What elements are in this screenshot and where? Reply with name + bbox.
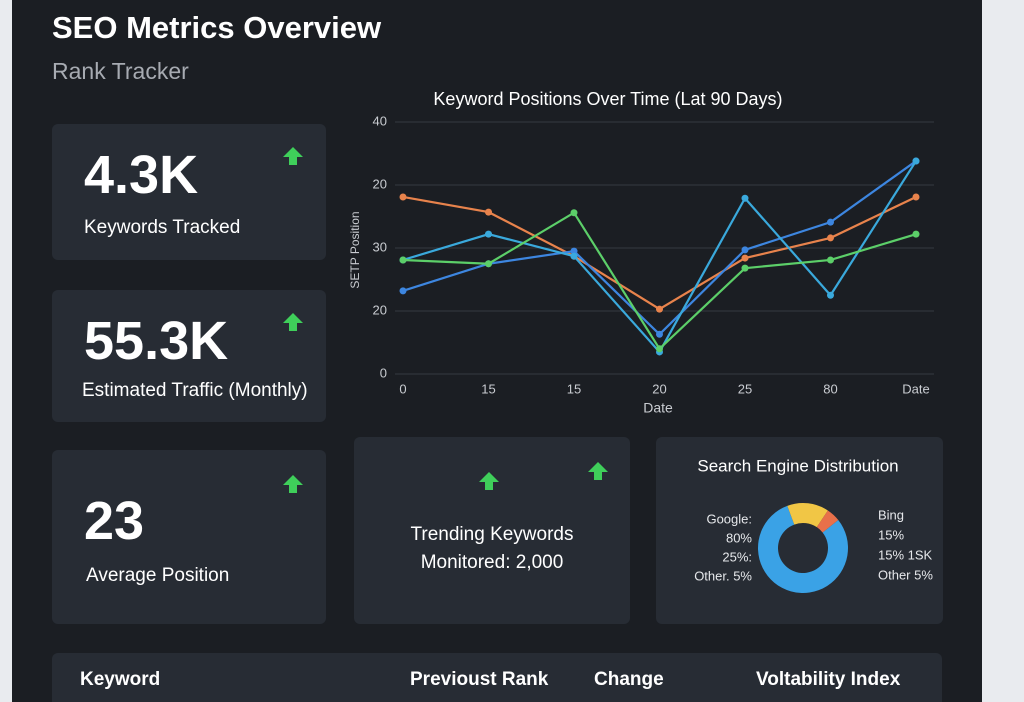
up-arrow <box>588 462 608 480</box>
up-arrow <box>283 475 303 493</box>
kpi-card: 23 Average Position <box>52 450 326 624</box>
trending-card: Trending Keywords Monitored: 2,000 <box>354 437 630 624</box>
kpi-card: 55.3K Estimated Traffic (Monthly) <box>52 290 326 422</box>
column-header: Change <box>594 669 664 690</box>
trending-line: Trending Keywords <box>410 524 574 545</box>
column-header: Keyword <box>80 669 161 690</box>
up-arrow <box>479 472 499 490</box>
column-header: Voltability Index <box>756 669 901 690</box>
kpi-card: 4.3K Keywords Tracked <box>52 124 326 260</box>
kpi-label: Keywords Tracked <box>84 217 241 238</box>
kpi-label: Average Position <box>86 565 230 586</box>
kpi-value: 23 <box>84 491 145 551</box>
table-header: Keyword Previoust Rank Change Voltabilit… <box>52 653 942 702</box>
column-header: Previoust Rank <box>410 669 549 690</box>
trending-line: Monitored: 2,000 <box>420 552 564 573</box>
up-arrow <box>283 147 303 165</box>
up-arrow <box>283 313 303 331</box>
page-subtitle: Rank Tracker <box>52 58 189 84</box>
page-title: SEO Metrics Overview <box>52 10 382 45</box>
kpi-label: Estimated Traffic (Monthly) <box>82 380 308 401</box>
kpi-value: 4.3K <box>84 145 199 205</box>
donut-card <box>656 437 943 624</box>
trending-text: Trending Keywords Monitored: 2,000 <box>354 521 630 577</box>
kpi-value: 55.3K <box>84 311 229 371</box>
